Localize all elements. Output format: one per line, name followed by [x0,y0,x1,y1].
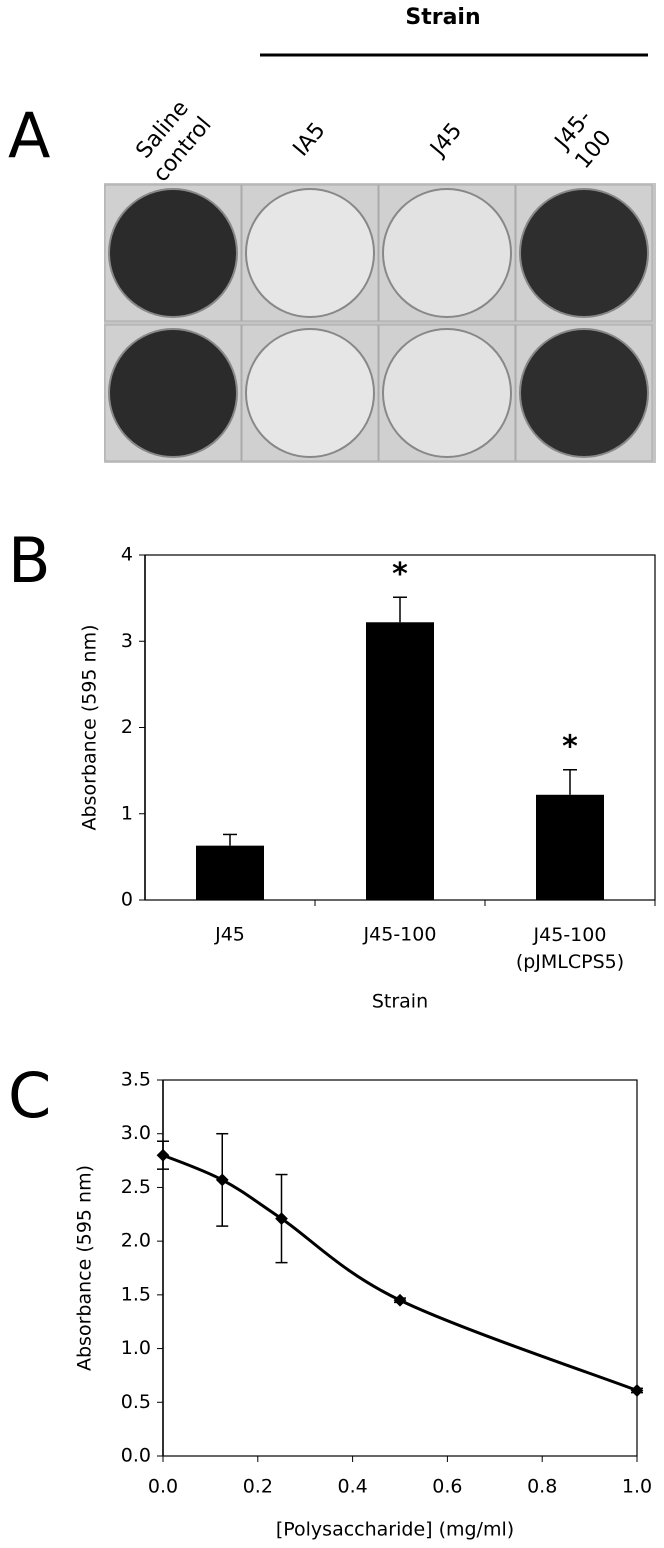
y-tick-label: 1.0 [121,1337,151,1359]
well [108,188,238,318]
well [245,328,375,458]
panel-letter: C [8,1059,51,1132]
well [519,188,649,318]
significance: * [392,557,408,592]
y-tick-label: 3.5 [121,1069,151,1091]
header: Strain [405,5,480,30]
x-tick-label: 0.8 [527,1476,557,1498]
significance: * [562,729,578,764]
y-tick-label: 2.5 [121,1176,151,1198]
y-tick-label: 1 [121,802,133,824]
well [108,328,238,458]
y-tick-label: 4 [121,544,133,566]
well [382,188,512,318]
x-tick-label: J45 [214,924,245,946]
well [519,328,649,458]
line [162,1153,638,1392]
y-tick-label: 2.0 [121,1230,151,1252]
y-tick-label: 3.0 [121,1122,151,1144]
x-tick-label: 0.2 [243,1476,273,1498]
y-tick-label: 0.5 [121,1391,151,1413]
y-axis-label: Absorbance (595 nm) [74,1165,96,1371]
well [382,328,512,458]
y-tick-label: 2 [121,716,133,738]
column-label: IA5 [289,118,331,161]
bar [196,845,264,900]
point [630,1384,644,1397]
x-tick-label: 0.4 [337,1476,367,1498]
bar [366,622,434,900]
plot-frame [162,1079,638,1457]
y-axis-label: Absorbance (595 nm) [79,625,101,831]
x-axis-label: Strain [372,991,428,1013]
y-tick-label: 0 [121,889,133,911]
well [245,188,375,318]
y-tick-label: 3 [121,630,133,652]
x-axis-label: [Polysaccharide] (mg/ml) [276,1519,514,1541]
x-tick-label: 0.0 [148,1476,178,1498]
point [156,1148,170,1162]
point [215,1173,229,1187]
x-tick-label: 1.0 [622,1476,652,1498]
y-tick-label: 0.0 [121,1445,151,1467]
x-tick-label: J45-100 (pJMLCPS5) [516,924,624,973]
panel-letter: B [8,524,51,597]
column-label: J45 [425,118,468,162]
x-tick-label: 0.6 [432,1476,462,1498]
y-tick-label: 1.5 [121,1283,151,1305]
panel-letter: A [8,99,50,172]
point [393,1293,407,1307]
bar [536,794,604,900]
x-tick-label: J45-100 [363,924,437,946]
